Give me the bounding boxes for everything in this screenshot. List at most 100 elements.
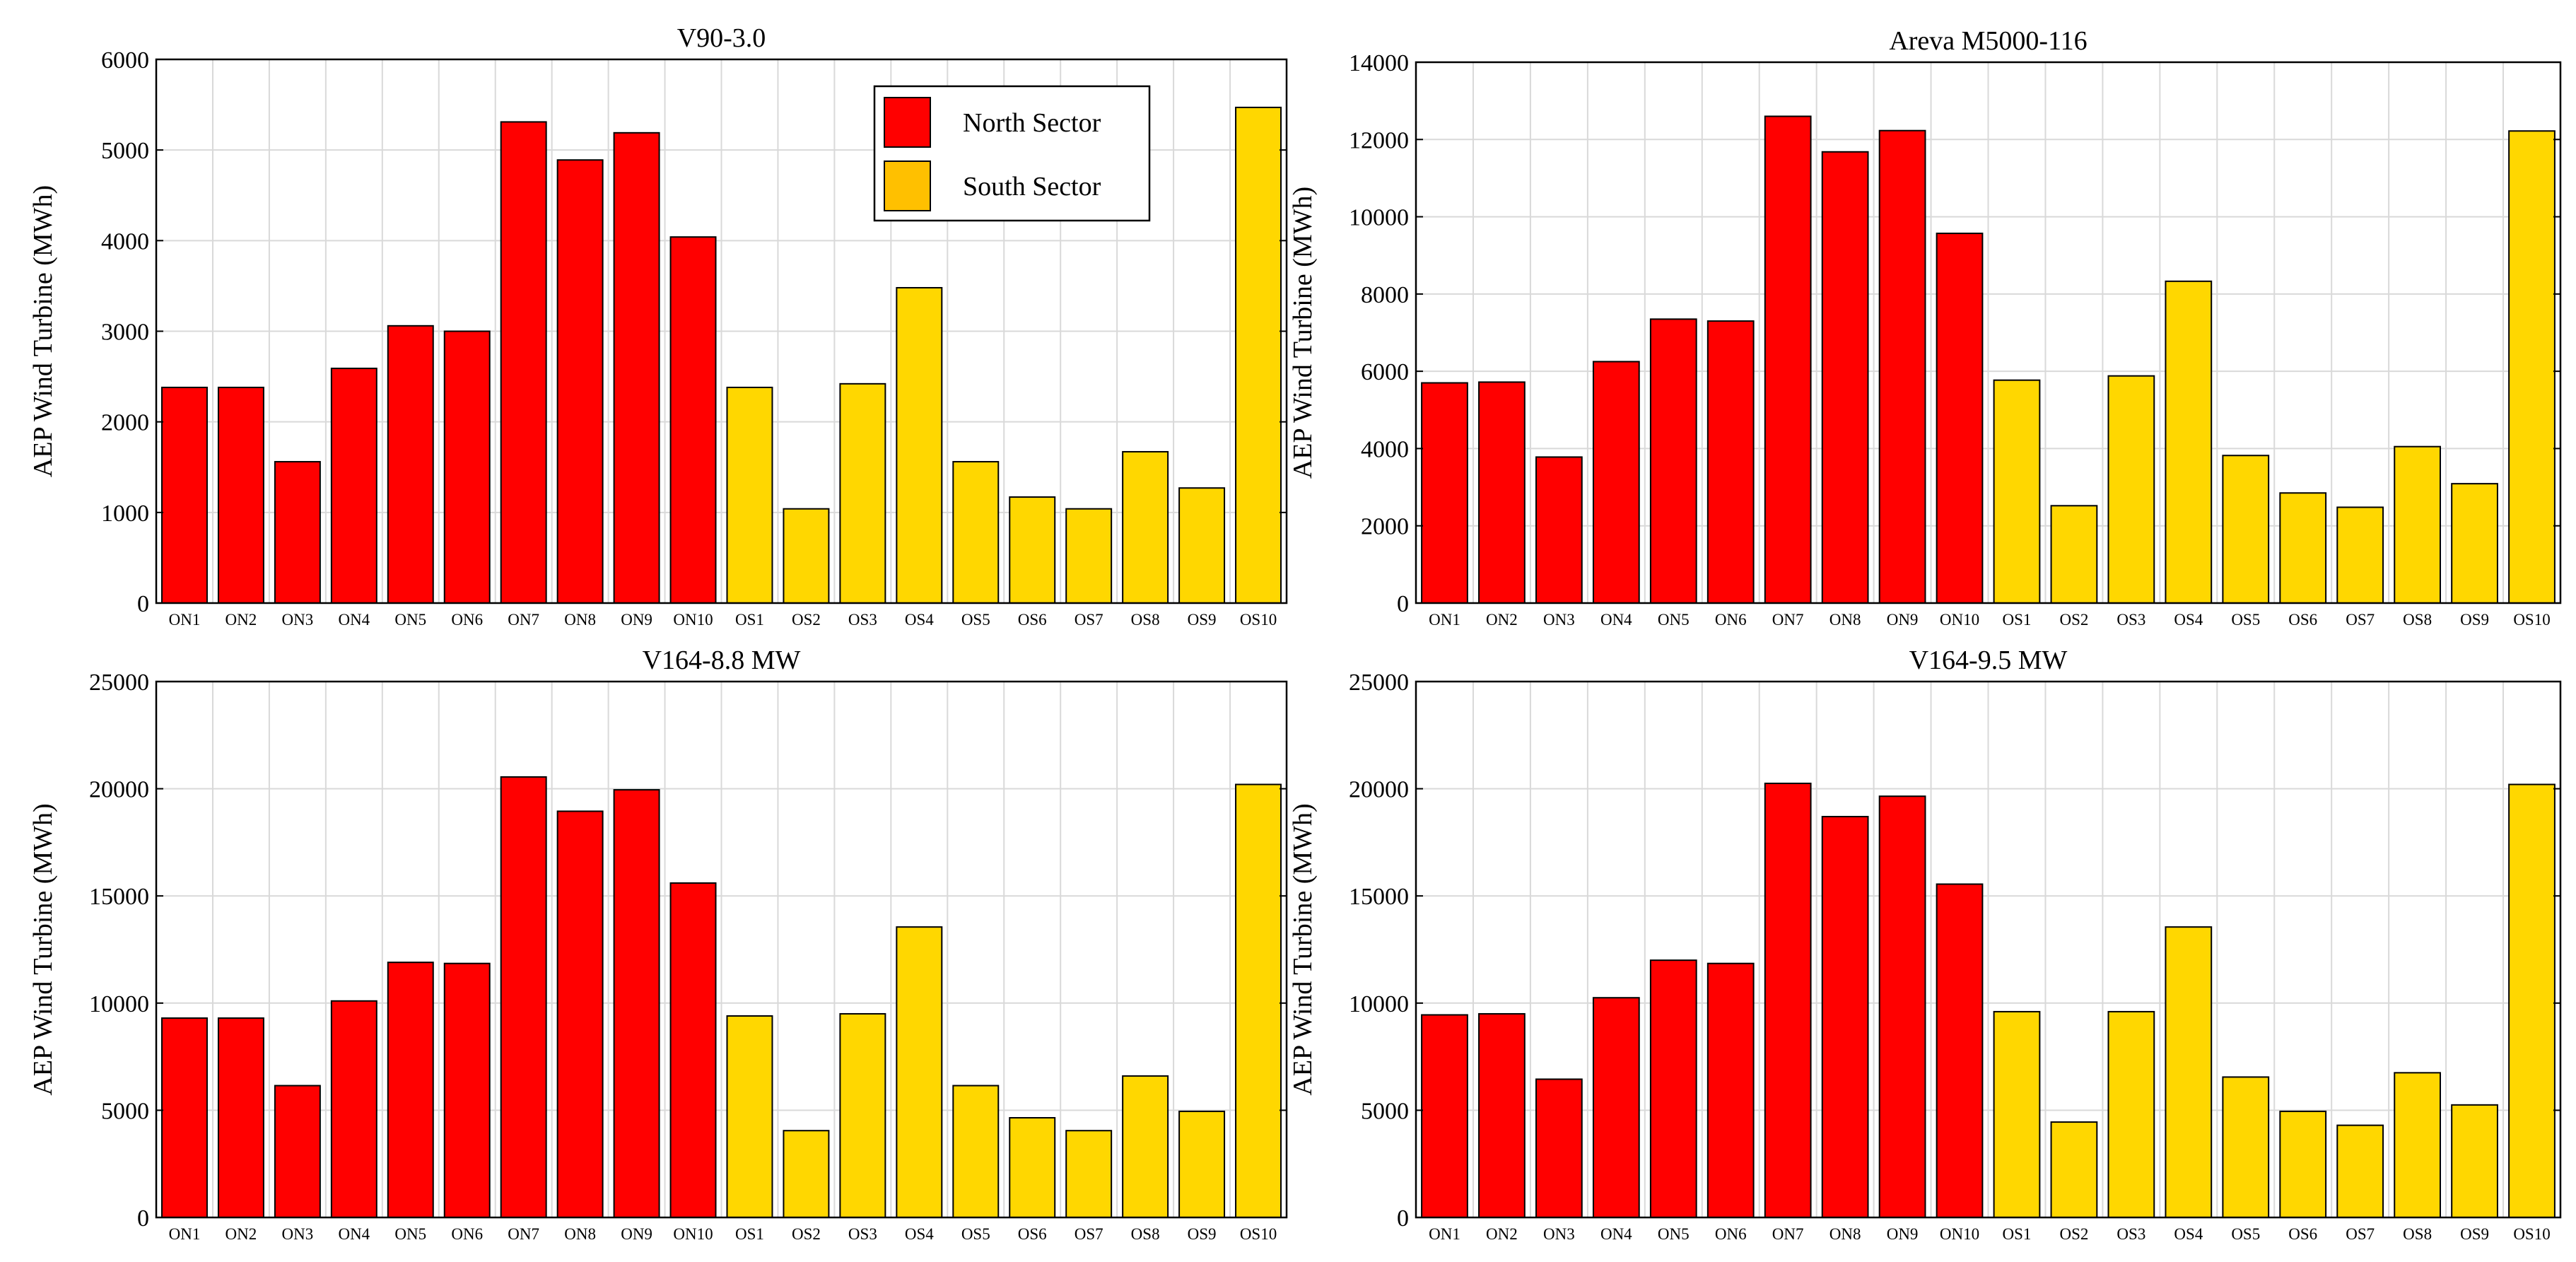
bar-on7 bbox=[500, 776, 547, 1218]
x-tick-label: ON7 bbox=[508, 1225, 539, 1243]
y-tick-label: 2000 bbox=[1361, 514, 1409, 540]
bar-os7 bbox=[1065, 508, 1113, 604]
bar-on6 bbox=[443, 962, 491, 1218]
x-tick-label: OS9 bbox=[1188, 611, 1217, 629]
x-tick-label: OS7 bbox=[2346, 1225, 2375, 1243]
x-tick-label: ON1 bbox=[1429, 611, 1460, 629]
bar-os1 bbox=[726, 386, 773, 604]
bar-os8 bbox=[2394, 445, 2442, 604]
x-tick-label: OS8 bbox=[1131, 611, 1160, 629]
x-tick-label: ON8 bbox=[1829, 1225, 1861, 1243]
bar-on10 bbox=[669, 882, 717, 1219]
x-tick-label: OS6 bbox=[2288, 1225, 2317, 1243]
bar-on7 bbox=[1764, 783, 1812, 1218]
x-tick-label: ON5 bbox=[1658, 611, 1690, 629]
bar-on3 bbox=[274, 1085, 321, 1218]
x-tick-label: ON7 bbox=[508, 611, 539, 629]
y-tick-label: 5000 bbox=[101, 138, 149, 164]
bar-os3 bbox=[839, 382, 886, 604]
grid bbox=[156, 681, 1287, 1218]
chart-panel-1: 0 1000 2000 3000 4000 5000 6000 ON1 ON2 ON3 ON4 ON5… bbox=[28, 23, 1288, 629]
bar-os4 bbox=[896, 286, 943, 604]
x-tick-label: OS2 bbox=[792, 611, 821, 629]
x-tick-label: OS10 bbox=[2513, 611, 2550, 629]
bar-on1 bbox=[160, 386, 208, 604]
x-tick-label: OS2 bbox=[2059, 611, 2088, 629]
x-tick-label: OS1 bbox=[735, 611, 764, 629]
bar-os8 bbox=[1122, 1075, 1169, 1218]
x-tick-label: ON2 bbox=[1486, 611, 1518, 629]
y-tick-label: 6000 bbox=[1361, 359, 1409, 385]
bar-on1 bbox=[1421, 382, 1468, 604]
plot-frame bbox=[1415, 680, 2562, 1219]
bar-os2 bbox=[783, 1130, 830, 1218]
x-tick-label: OS7 bbox=[1075, 1225, 1103, 1243]
bar-on8 bbox=[1821, 151, 1869, 604]
x-tick-label: ON6 bbox=[451, 1225, 483, 1243]
x-tick-label: OS2 bbox=[2059, 1225, 2088, 1243]
x-tick-label: ON5 bbox=[1658, 1225, 1690, 1243]
y-tick-label: 8000 bbox=[1361, 282, 1409, 308]
y-tick-label: 15000 bbox=[1349, 884, 1409, 910]
bar-on6 bbox=[443, 330, 491, 604]
x-tick-label: ON3 bbox=[282, 611, 314, 629]
x-tick-label: OS1 bbox=[2003, 611, 2032, 629]
y-tick-label: 5000 bbox=[1361, 1098, 1409, 1124]
bar-on4 bbox=[1592, 997, 1640, 1218]
bar-on9 bbox=[613, 132, 660, 604]
x-tick-label: ON6 bbox=[451, 611, 483, 629]
bar-on1 bbox=[160, 1017, 208, 1219]
bar-os10 bbox=[2508, 783, 2555, 1218]
bar-on5 bbox=[1649, 959, 1697, 1219]
x-tick-label: ON9 bbox=[1887, 1225, 1919, 1243]
x-tick-label: OS3 bbox=[848, 611, 877, 629]
y-tick-label: 12000 bbox=[1349, 127, 1409, 153]
bar-on8 bbox=[1821, 816, 1869, 1218]
y-tick-label: 14000 bbox=[1349, 50, 1409, 76]
bar-os3 bbox=[2107, 375, 2155, 604]
x-tick-label: OS1 bbox=[735, 1225, 764, 1243]
y-tick-label: 4000 bbox=[101, 228, 149, 255]
y-tick-label: 20000 bbox=[1349, 777, 1409, 803]
x-tick-label: OS7 bbox=[1075, 611, 1103, 629]
bar-on5 bbox=[387, 325, 434, 604]
x-tick-label: ON3 bbox=[1543, 1225, 1575, 1243]
bar-os1 bbox=[1993, 379, 2041, 604]
x-tick-label: ON4 bbox=[1600, 611, 1632, 629]
bar-on7 bbox=[1764, 115, 1812, 604]
x-tick-label: OS8 bbox=[2403, 1225, 2432, 1243]
y-tick-label: 0 bbox=[137, 591, 149, 617]
x-tick-label: OS4 bbox=[905, 611, 934, 629]
x-tick-label: OS6 bbox=[2288, 611, 2317, 629]
chart-title: V164-8.8 MW bbox=[643, 645, 801, 675]
x-tick-label: OS6 bbox=[1018, 611, 1047, 629]
x-tick-label: OS5 bbox=[2231, 1225, 2260, 1243]
grid bbox=[1415, 62, 2561, 604]
bar-on3 bbox=[274, 461, 321, 604]
x-tick-label: ON9 bbox=[621, 611, 652, 629]
x-tick-label: ON6 bbox=[1715, 611, 1747, 629]
x-tick-label: ON10 bbox=[1940, 611, 1979, 629]
bar-os9 bbox=[1178, 1110, 1226, 1219]
bar-on1 bbox=[1421, 1014, 1468, 1218]
x-tick-label: OS4 bbox=[2174, 1225, 2203, 1243]
bar-os2 bbox=[2050, 505, 2098, 604]
x-tick-label: OS8 bbox=[2403, 611, 2432, 629]
x-tick-label: ON1 bbox=[169, 611, 201, 629]
y-tick-label: 0 bbox=[137, 1205, 149, 1232]
y-tick-label: 20000 bbox=[89, 777, 149, 803]
x-tick-label: ON3 bbox=[282, 1225, 314, 1243]
legend-swatch-north bbox=[884, 97, 931, 148]
bar-os10 bbox=[1235, 783, 1282, 1218]
bar-os6 bbox=[1009, 1117, 1056, 1218]
bar-os6 bbox=[1009, 496, 1056, 604]
bar-on3 bbox=[1535, 456, 1583, 604]
bar-os1 bbox=[726, 1015, 773, 1218]
x-tick-label: OS3 bbox=[2117, 611, 2145, 629]
grid bbox=[1415, 681, 2561, 1218]
y-axis-label: AEP Wind Turbine (MWh) bbox=[28, 185, 58, 477]
x-tick-label: OS8 bbox=[1131, 1225, 1160, 1243]
x-tick-label: ON8 bbox=[564, 1225, 596, 1243]
y-tick-label: 4000 bbox=[1361, 436, 1409, 462]
